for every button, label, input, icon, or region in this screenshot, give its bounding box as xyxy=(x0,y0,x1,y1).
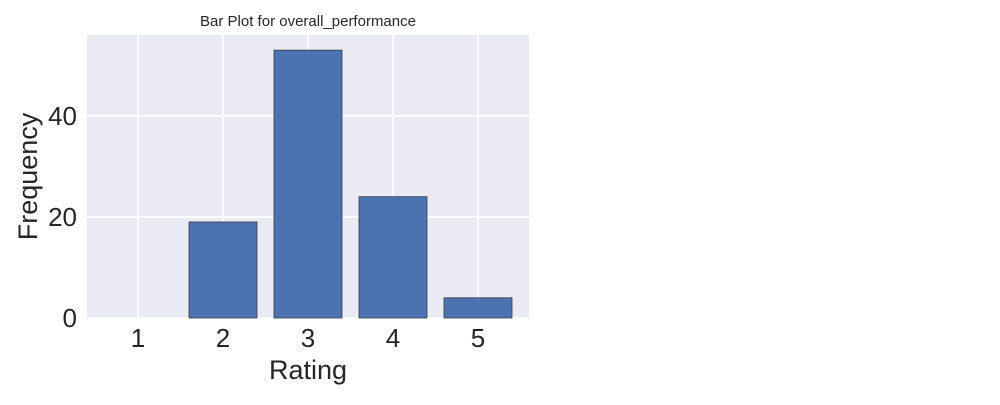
chart-title: Bar Plot for overall_performance xyxy=(200,13,416,30)
x-axis-label: Rating xyxy=(269,355,347,385)
x-tick-label: 5 xyxy=(471,323,485,353)
y-tick-label: 0 xyxy=(63,303,77,333)
y-tick-labels: 0 20 40 xyxy=(48,101,77,333)
bar-rating-4 xyxy=(358,196,428,319)
bar-rating-2 xyxy=(188,221,258,319)
x-tick-label: 2 xyxy=(216,323,230,353)
x-tick-label: 3 xyxy=(301,323,315,353)
x-tick-label: 4 xyxy=(386,323,400,353)
bars xyxy=(188,49,513,319)
y-tick-label: 40 xyxy=(48,101,77,131)
x-tick-label: 1 xyxy=(131,323,145,353)
bar-rating-3 xyxy=(273,49,343,319)
bar-rating-5 xyxy=(443,297,513,319)
x-tick-labels: 1 2 3 4 5 xyxy=(131,323,485,353)
y-axis-label: Frequency xyxy=(13,112,43,240)
y-tick-label: 20 xyxy=(48,202,77,232)
